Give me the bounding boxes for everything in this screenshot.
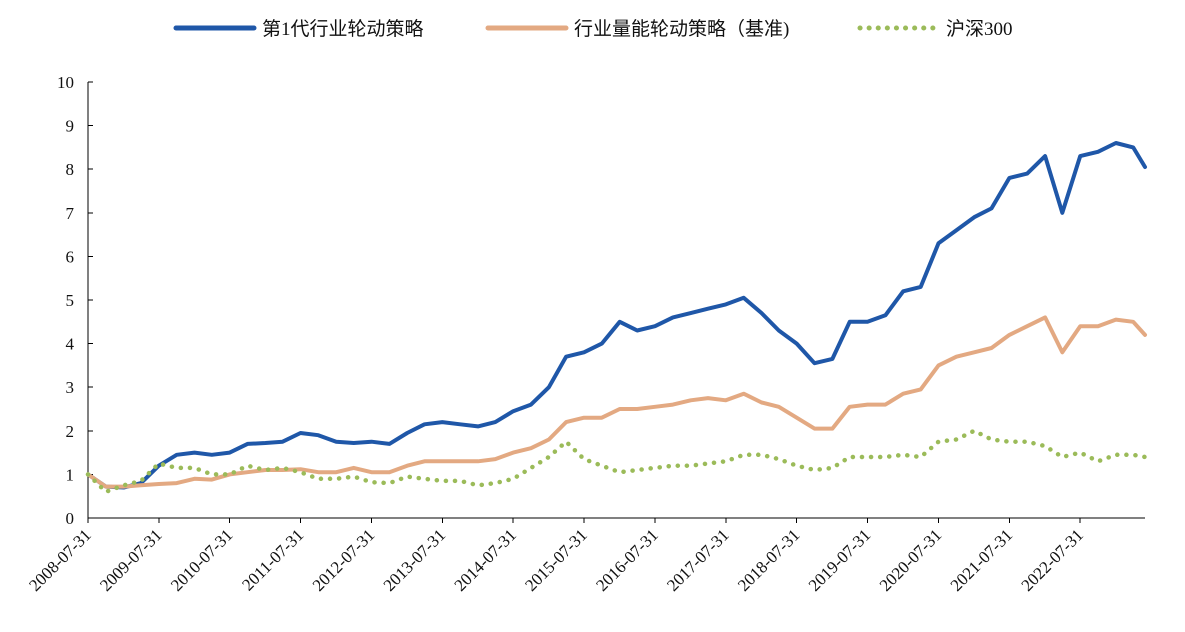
x-tick-label: 2015-07-31 bbox=[521, 525, 591, 595]
x-tick-label: 2012-07-31 bbox=[309, 525, 379, 595]
x-tick-label: 2020-07-31 bbox=[876, 525, 946, 595]
legend-item-1: 第1代行业轮动策略 bbox=[173, 18, 424, 40]
x-tick-label: 2022-07-31 bbox=[1017, 525, 1087, 595]
legend-item-2: 行业量能轮动策略（基准) bbox=[485, 18, 789, 40]
series-line-2 bbox=[86, 315, 1147, 489]
series-line-1 bbox=[86, 141, 1147, 490]
legend-label: 第1代行业轮动策略 bbox=[262, 18, 424, 40]
legend: 第1代行业轮动策略 行业量能轮动策略（基准) 沪深300 bbox=[173, 18, 1013, 40]
x-tick-label: 2018-07-31 bbox=[734, 525, 804, 595]
x-tick-label: 2021-07-31 bbox=[947, 525, 1017, 595]
x-tick-label: 2011-07-31 bbox=[238, 525, 307, 594]
y-tick-label: 3 bbox=[66, 378, 75, 397]
y-tick-label: 0 bbox=[66, 509, 75, 528]
x-tick-label: 2013-07-31 bbox=[380, 525, 450, 595]
y-tick-label: 2 bbox=[66, 422, 75, 441]
x-tick-label: 2009-07-31 bbox=[96, 525, 166, 595]
y-tick-label: 4 bbox=[66, 335, 75, 354]
series-layer bbox=[85, 141, 1148, 495]
y-tick-label: 10 bbox=[57, 73, 74, 92]
x-tick-label: 2010-07-31 bbox=[167, 525, 237, 595]
x-tick-label: 2016-07-31 bbox=[592, 525, 662, 595]
y-tick-label: 5 bbox=[66, 291, 75, 310]
y-tick-label: 9 bbox=[66, 117, 75, 136]
legend-label: 行业量能轮动策略（基准) bbox=[574, 18, 789, 40]
x-tick-label: 2017-07-31 bbox=[663, 525, 733, 595]
axes: 0 1 2 3 4 5 6 7 8 9 10 2008-07-31 2009-07-31 2010-07-… bbox=[25, 73, 1145, 595]
y-tick-label: 6 bbox=[66, 247, 75, 266]
y-tick-label: 8 bbox=[66, 160, 75, 179]
x-tick-label: 2014-07-31 bbox=[450, 525, 520, 595]
x-tick-label: 2019-07-31 bbox=[805, 525, 875, 595]
series-line-3 bbox=[85, 428, 1148, 495]
legend-label: 沪深300 bbox=[946, 18, 1013, 40]
x-tick-label: 2008-07-31 bbox=[25, 525, 95, 595]
y-tick-label: 7 bbox=[66, 204, 75, 223]
y-tick-label: 1 bbox=[66, 465, 75, 484]
legend-item-3: 沪深300 bbox=[857, 18, 1013, 40]
